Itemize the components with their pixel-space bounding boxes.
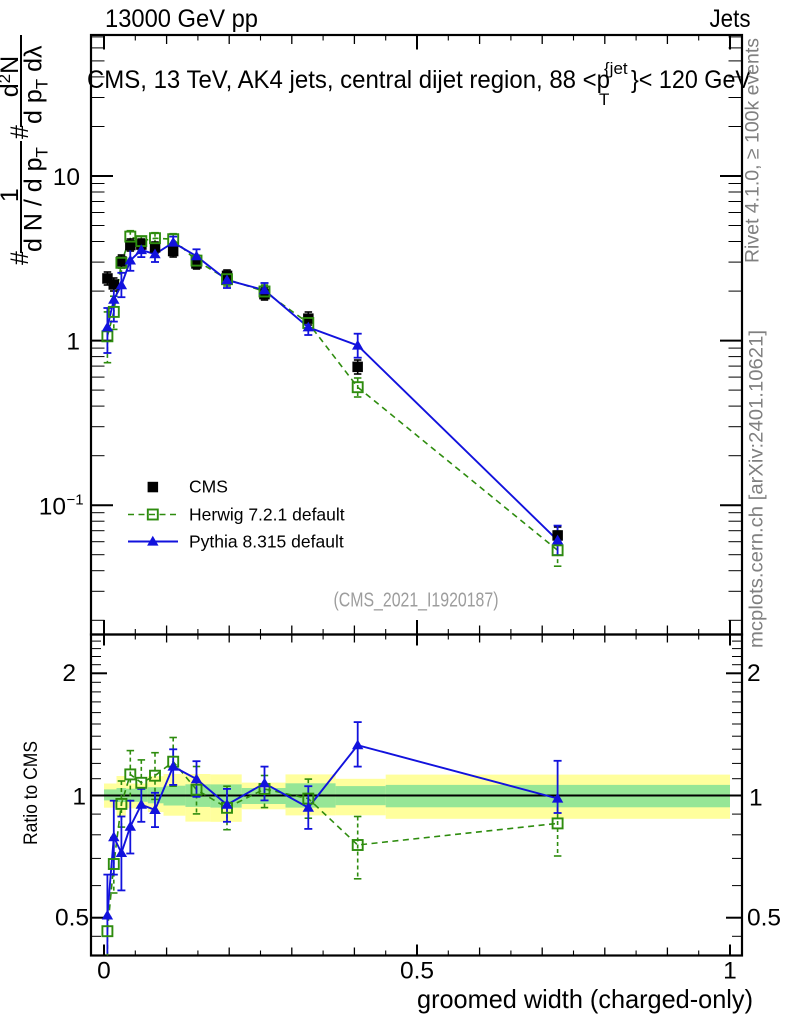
- svg-text:0: 0: [97, 958, 111, 985]
- svg-text:Rivet 4.1.0, ≥ 100k events: Rivet 4.1.0, ≥ 100k events: [743, 38, 764, 263]
- svg-text:d N / d pT: d N / d pT: [20, 147, 52, 252]
- svg-text:−1: −1: [67, 492, 84, 509]
- svg-text:(CMS_2021_I1920187): (CMS_2021_I1920187): [334, 589, 499, 612]
- svg-text:Ratio to CMS: Ratio to CMS: [21, 741, 42, 845]
- svg-text:0.5: 0.5: [747, 905, 781, 932]
- svg-text:groomed width (charged-only): groomed width (charged-only): [417, 984, 753, 1014]
- svg-text:}< 120 GeV: }< 120 GeV: [631, 66, 751, 94]
- svg-text:1: 1: [72, 784, 86, 811]
- svg-text:1: 1: [749, 785, 763, 812]
- svg-text:#: #: [6, 251, 34, 265]
- svg-text:2: 2: [747, 660, 761, 687]
- svg-text:mcplots.cern.ch [arXiv:2401.10: mcplots.cern.ch [arXiv:2401.10621]: [747, 330, 768, 648]
- svg-text:Jets: Jets: [710, 5, 751, 33]
- svg-text:0.5: 0.5: [55, 905, 89, 932]
- svg-text:10: 10: [39, 494, 66, 521]
- svg-text:Herwig 7.2.1 default: Herwig 7.2.1 default: [189, 504, 345, 524]
- svg-text:10: 10: [53, 164, 80, 191]
- svg-text:1: 1: [0, 188, 24, 202]
- svg-text:13000 GeV pp: 13000 GeV pp: [105, 5, 258, 33]
- svg-text:d2N: d2N: [0, 56, 24, 97]
- svg-text:0.5: 0.5: [400, 958, 434, 985]
- svg-text:2: 2: [62, 660, 76, 687]
- svg-text:1: 1: [723, 958, 737, 985]
- svg-text:{jet: {jet: [604, 59, 628, 78]
- svg-text:CMS: CMS: [189, 477, 228, 497]
- svg-text:T: T: [599, 90, 609, 109]
- svg-text:CMS, 13 TeV, AK4 jets, central: CMS, 13 TeV, AK4 jets, central dijet reg…: [87, 66, 610, 94]
- svg-text:1: 1: [66, 329, 80, 356]
- svg-text:#: #: [6, 125, 34, 139]
- svg-text:Pythia 8.315 default: Pythia 8.315 default: [189, 531, 344, 551]
